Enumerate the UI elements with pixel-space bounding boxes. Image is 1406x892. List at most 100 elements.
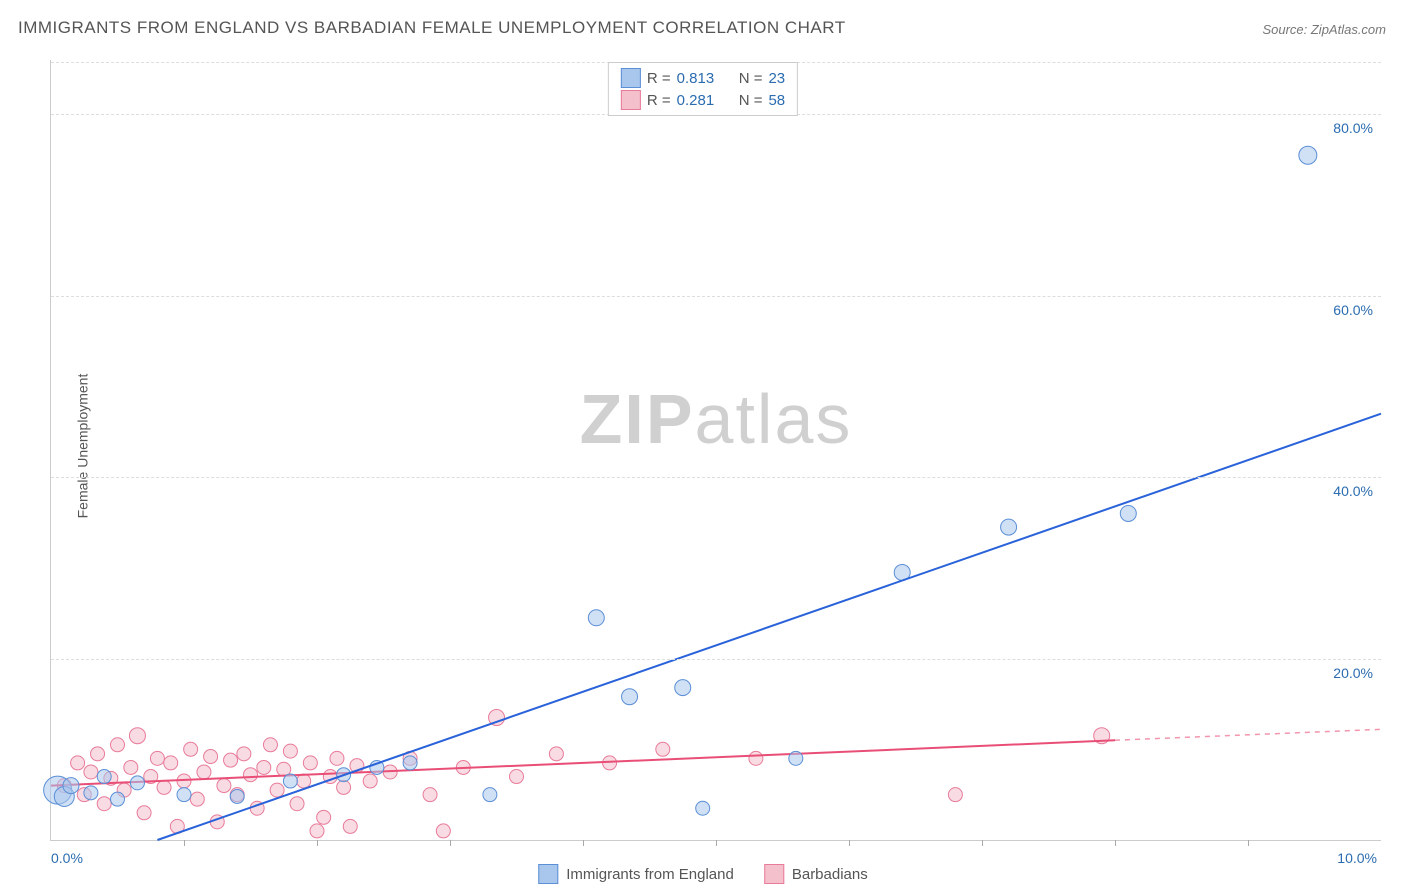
legend-swatch xyxy=(621,90,641,110)
data-point xyxy=(588,610,604,626)
data-point xyxy=(150,751,164,765)
data-point xyxy=(363,774,377,788)
x-tick xyxy=(583,840,584,846)
legend-n-label: N = xyxy=(739,70,763,87)
data-point xyxy=(204,750,218,764)
data-point xyxy=(1120,505,1136,521)
source-label: Source: xyxy=(1262,22,1310,37)
gridline xyxy=(51,659,1381,660)
data-point xyxy=(1001,519,1017,535)
y-tick-label: 80.0% xyxy=(1333,120,1373,136)
gridline xyxy=(51,477,1381,478)
legend-row: R = 0.813 N = 23 xyxy=(621,67,785,89)
data-point xyxy=(948,788,962,802)
data-point xyxy=(130,776,144,790)
data-point xyxy=(303,756,317,770)
data-point xyxy=(111,738,125,752)
data-point xyxy=(317,810,331,824)
data-point xyxy=(177,788,191,802)
data-point xyxy=(217,779,231,793)
data-point xyxy=(656,742,670,756)
x-tick xyxy=(716,840,717,846)
legend-swatch xyxy=(538,864,558,884)
data-point xyxy=(230,789,244,803)
data-point xyxy=(190,792,204,806)
data-point xyxy=(510,770,524,784)
legend-row: R = 0.281 N = 58 xyxy=(621,89,785,111)
plot-svg xyxy=(51,60,1381,840)
data-point xyxy=(184,742,198,756)
data-point xyxy=(337,780,351,794)
x-tick-label: 0.0% xyxy=(51,850,83,866)
legend-r-value: 0.281 xyxy=(677,92,715,109)
chart-container: IMMIGRANTS FROM ENGLAND VS BARBADIAN FEM… xyxy=(0,0,1406,892)
data-point xyxy=(237,747,251,761)
data-point xyxy=(84,765,98,779)
data-point xyxy=(244,768,258,782)
legend-swatch xyxy=(764,864,784,884)
data-point xyxy=(423,788,437,802)
data-point xyxy=(129,728,145,744)
data-point xyxy=(91,747,105,761)
data-point xyxy=(270,783,284,797)
x-tick xyxy=(1248,840,1249,846)
x-tick xyxy=(317,840,318,846)
data-point xyxy=(330,751,344,765)
data-point xyxy=(549,747,563,761)
data-point xyxy=(789,751,803,765)
legend-n-value: 58 xyxy=(768,92,785,109)
data-point xyxy=(283,744,297,758)
plot-area: ZIPatlas 20.0%40.0%60.0%80.0%0.0%10.0% xyxy=(50,60,1381,841)
x-tick xyxy=(450,840,451,846)
data-point xyxy=(224,753,238,767)
x-tick xyxy=(982,840,983,846)
data-point xyxy=(63,778,79,794)
gridline xyxy=(51,296,1381,297)
y-tick-label: 60.0% xyxy=(1333,302,1373,318)
series-legend-label: Barbadians xyxy=(792,866,868,883)
data-point xyxy=(1299,146,1317,164)
legend-n-value: 23 xyxy=(768,70,785,87)
data-point xyxy=(71,756,85,770)
data-point xyxy=(483,788,497,802)
data-point xyxy=(749,751,763,765)
data-point xyxy=(197,765,211,779)
data-point xyxy=(403,756,417,770)
x-tick xyxy=(184,840,185,846)
legend-swatch xyxy=(621,68,641,88)
legend-r-label: R = xyxy=(647,70,671,87)
data-point xyxy=(263,738,277,752)
series-legend-label: Immigrants from England xyxy=(566,866,734,883)
x-tick xyxy=(849,840,850,846)
data-point xyxy=(157,780,171,794)
data-point xyxy=(283,774,297,788)
data-point xyxy=(111,792,125,806)
data-point xyxy=(290,797,304,811)
correlation-legend: R = 0.813 N = 23 R = 0.281 N = 58 xyxy=(608,62,798,116)
data-point xyxy=(257,760,271,774)
data-point xyxy=(124,760,138,774)
data-point xyxy=(84,786,98,800)
series-legend-item: Immigrants from England xyxy=(538,864,734,884)
y-tick-label: 20.0% xyxy=(1333,665,1373,681)
data-point xyxy=(97,797,111,811)
data-point xyxy=(675,680,691,696)
x-tick xyxy=(1115,840,1116,846)
data-point xyxy=(97,770,111,784)
data-point xyxy=(343,819,357,833)
source-value: ZipAtlas.com xyxy=(1311,22,1386,37)
chart-title: IMMIGRANTS FROM ENGLAND VS BARBADIAN FEM… xyxy=(18,18,846,38)
y-tick-label: 40.0% xyxy=(1333,483,1373,499)
data-point xyxy=(310,824,324,838)
legend-n-label: N = xyxy=(739,92,763,109)
legend-r-value: 0.813 xyxy=(677,70,715,87)
trend-line-extension xyxy=(1115,729,1381,740)
legend-r-label: R = xyxy=(647,92,671,109)
data-point xyxy=(297,774,311,788)
series-legend-item: Barbadians xyxy=(764,864,868,884)
data-point xyxy=(696,801,710,815)
data-point xyxy=(622,689,638,705)
x-tick-label: 10.0% xyxy=(1337,850,1377,866)
data-point xyxy=(436,824,450,838)
data-point xyxy=(137,806,151,820)
